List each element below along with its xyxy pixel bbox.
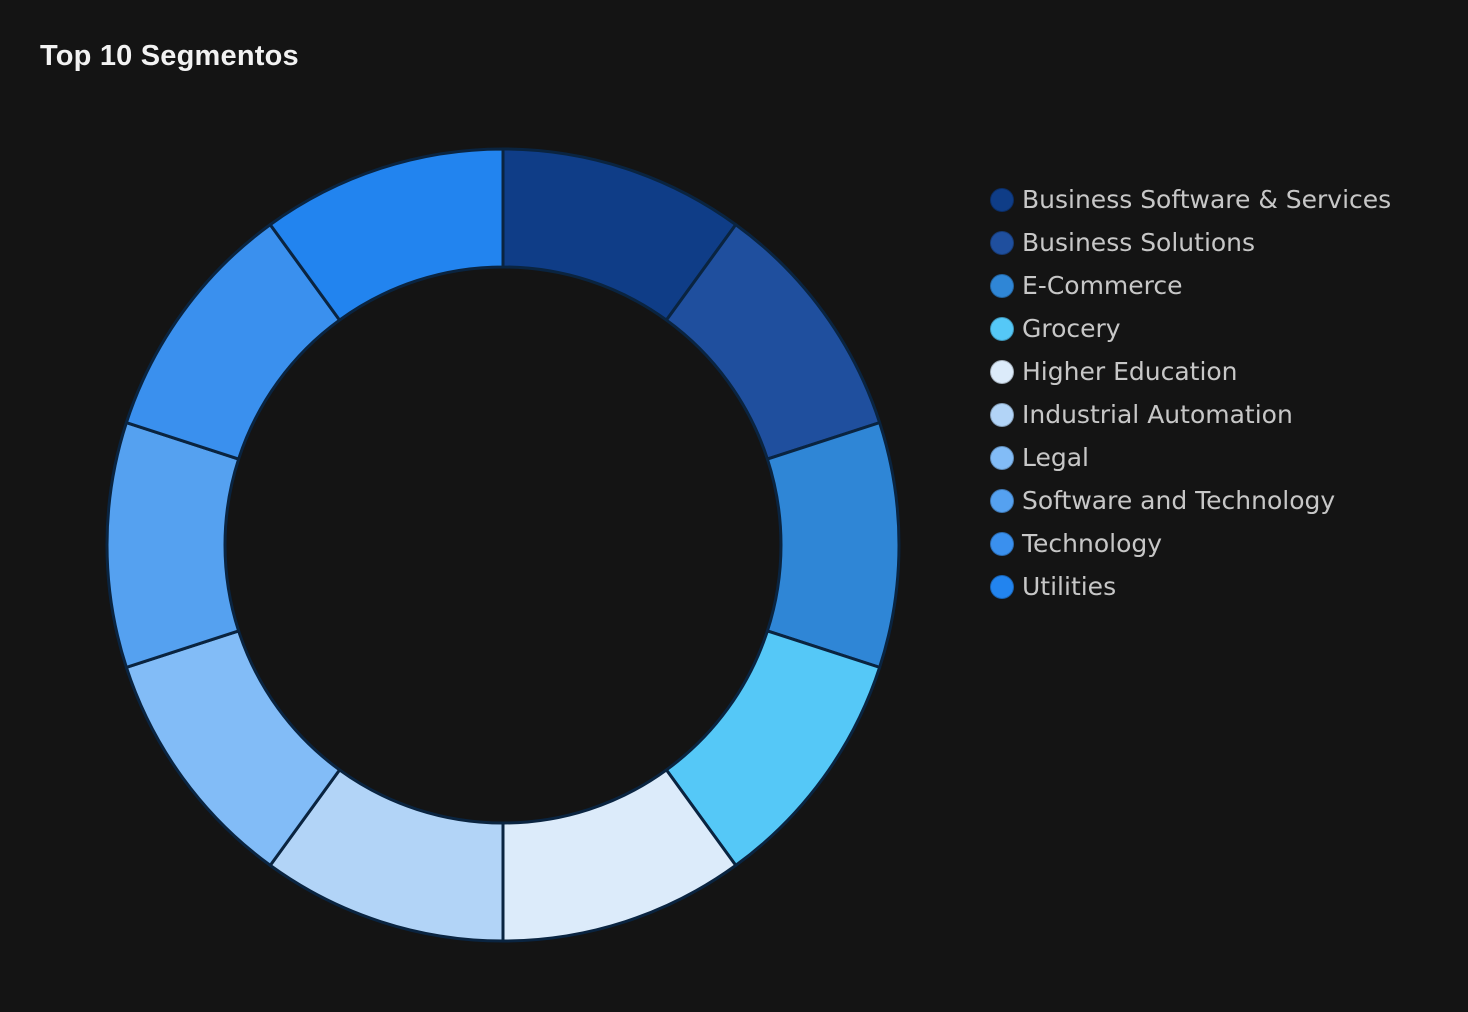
donut-slice-utilities[interactable]: [268, 147, 505, 322]
legend-item-grocery[interactable]: Grocery: [990, 307, 1391, 350]
legend-label-business-software-services: Business Software & Services: [1022, 185, 1392, 214]
donut-slice-e-commerce[interactable]: [765, 421, 901, 669]
legend-item-technology[interactable]: Technology: [990, 522, 1391, 565]
legend-item-higher-education[interactable]: Higher Education: [990, 350, 1391, 393]
legend-label-legal: Legal: [1022, 443, 1090, 472]
legend-label-business-solutions: Business Solutions: [1022, 228, 1256, 257]
legend-swatch-business-solutions: [990, 230, 1014, 255]
chart-title: Top 10 Segmentos: [40, 40, 299, 72]
donut-slices: [105, 147, 901, 943]
legend-item-industrial-automation[interactable]: Industrial Automation: [990, 393, 1391, 436]
legend-label-grocery: Grocery: [1022, 314, 1121, 343]
legend-label-technology: Technology: [1022, 529, 1163, 558]
legend-item-utilities[interactable]: Utilities: [990, 565, 1391, 608]
legend-label-utilities: Utilities: [1022, 572, 1117, 601]
legend-swatch-grocery: [990, 316, 1014, 341]
legend-swatch-business-software-services: [990, 187, 1014, 212]
legend-swatch-industrial-automation: [990, 402, 1014, 427]
legend-item-business-solutions[interactable]: Business Solutions: [990, 221, 1391, 264]
legend-item-software-and-technology[interactable]: Software and Technology: [990, 479, 1391, 522]
legend-item-business-software-services[interactable]: Business Software & Services: [990, 178, 1391, 221]
chart-legend: Business Software & Services Business Sol…: [990, 178, 1391, 608]
legend-item-e-commerce[interactable]: E-Commerce: [990, 264, 1391, 307]
legend-label-software-and-technology: Software and Technology: [1022, 486, 1336, 515]
legend-swatch-legal: [990, 445, 1014, 470]
legend-swatch-e-commerce: [990, 273, 1014, 298]
legend-swatch-technology: [990, 531, 1014, 556]
legend-swatch-utilities: [990, 574, 1014, 599]
legend-swatch-higher-education: [990, 359, 1014, 384]
legend-label-industrial-automation: Industrial Automation: [1022, 400, 1293, 429]
donut-slice-software-and-technology[interactable]: [105, 421, 241, 669]
legend-swatch-software-and-technology: [990, 488, 1014, 513]
legend-item-legal[interactable]: Legal: [990, 436, 1391, 479]
legend-label-e-commerce: E-Commerce: [1022, 271, 1183, 300]
legend-label-higher-education: Higher Education: [1022, 357, 1238, 386]
